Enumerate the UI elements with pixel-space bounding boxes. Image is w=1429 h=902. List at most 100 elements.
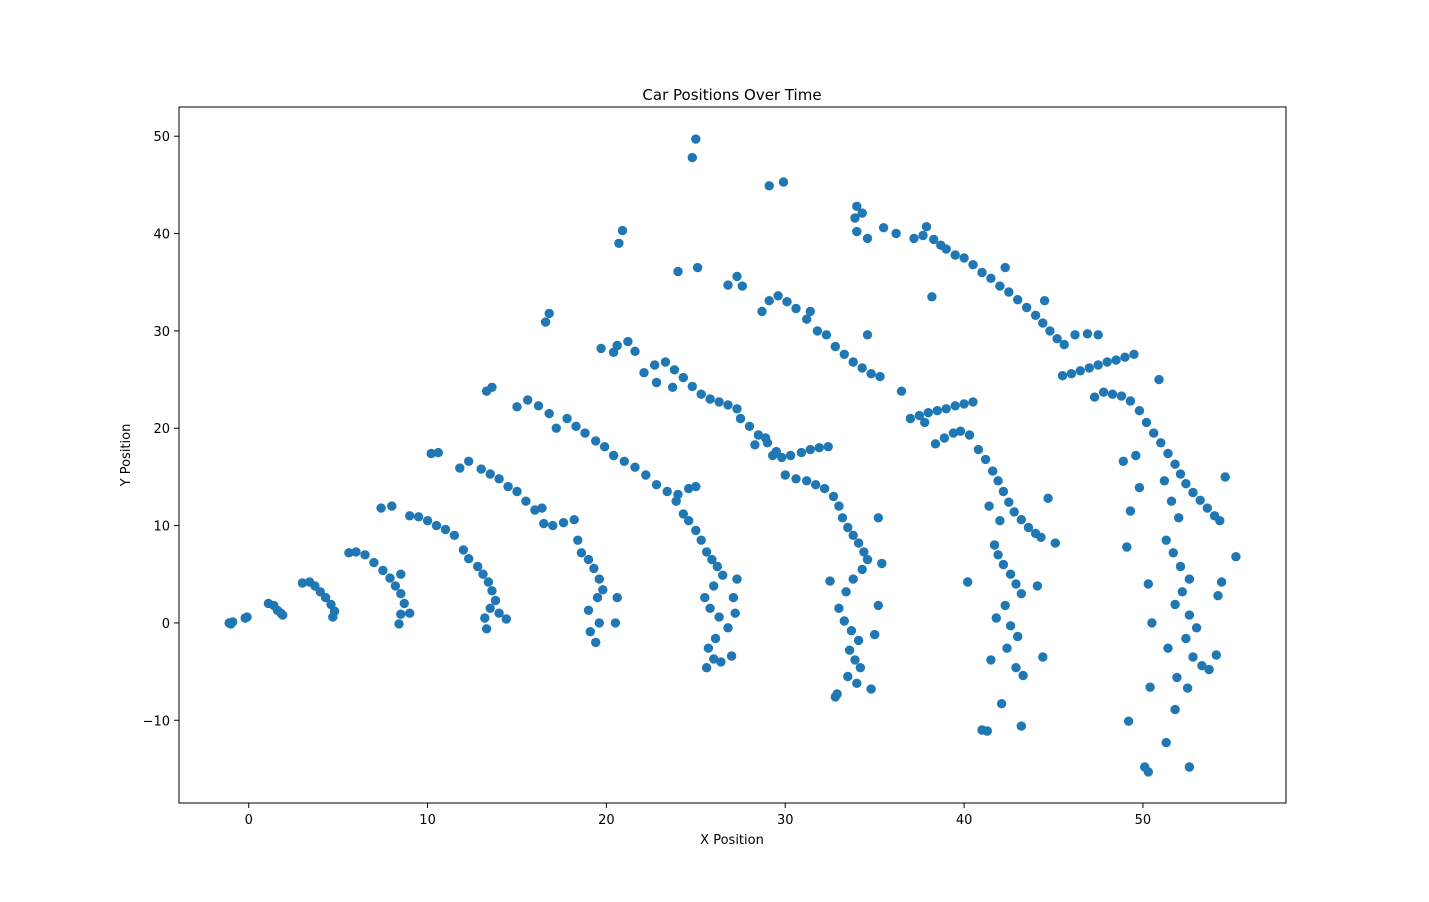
- data-point: [608, 450, 619, 461]
- data-point: [1107, 389, 1118, 399]
- data-point: [242, 612, 252, 622]
- data-point: [932, 406, 942, 416]
- data-point: [619, 456, 629, 466]
- data-point: [1005, 621, 1016, 631]
- data-point: [630, 462, 640, 472]
- data-point: [730, 608, 740, 618]
- data-point: [995, 281, 1005, 291]
- data-point: [696, 535, 706, 545]
- data-point: [449, 530, 460, 540]
- data-point: [480, 613, 490, 623]
- data-point: [530, 505, 540, 515]
- data-point: [1170, 599, 1180, 610]
- data-point: [841, 587, 851, 597]
- data-point: [1195, 495, 1205, 505]
- data-point: [544, 308, 554, 319]
- y-tick-label: −10: [143, 714, 170, 729]
- data-point: [669, 365, 680, 375]
- y-tick-label: 40: [153, 228, 170, 243]
- data-point: [521, 496, 531, 506]
- data-point: [995, 516, 1005, 526]
- data-point: [857, 564, 867, 575]
- data-point: [544, 408, 554, 419]
- data-point: [583, 554, 594, 565]
- data-point: [844, 645, 855, 655]
- data-point: [1231, 552, 1241, 562]
- data-point: [617, 225, 628, 236]
- data-point: [1147, 618, 1157, 628]
- data-point: [667, 382, 678, 392]
- data-point: [473, 561, 483, 572]
- data-point: [1084, 363, 1095, 373]
- data-point: [433, 447, 443, 458]
- data-point: [494, 608, 504, 618]
- data-point: [977, 267, 987, 278]
- data-point: [483, 577, 494, 587]
- data-point: [891, 228, 901, 239]
- data-point: [589, 563, 599, 574]
- data-point: [1182, 683, 1193, 693]
- data-point: [853, 635, 864, 646]
- data-point: [1016, 515, 1026, 525]
- x-tick-label: 20: [598, 813, 615, 828]
- data-point: [732, 271, 742, 282]
- data-point: [837, 513, 848, 523]
- data-point: [1011, 579, 1021, 589]
- data-point: [923, 408, 933, 418]
- data-point: [344, 548, 354, 558]
- data-point: [1216, 577, 1227, 587]
- data-point: [778, 177, 789, 187]
- data-point: [1030, 310, 1041, 320]
- data-point: [594, 574, 604, 584]
- data-point: [1125, 506, 1136, 516]
- data-point: [598, 585, 608, 595]
- data-point: [825, 576, 835, 586]
- data-point: [1188, 652, 1198, 662]
- data-point: [573, 535, 583, 545]
- data-point: [1000, 262, 1010, 273]
- data-point: [1016, 589, 1026, 599]
- chart-title: Car Positions Over Time: [642, 86, 821, 104]
- data-point: [639, 368, 649, 378]
- data-point: [805, 444, 815, 455]
- data-point: [988, 466, 998, 476]
- data-point: [551, 423, 561, 433]
- data-point: [691, 134, 701, 144]
- data-point: [857, 208, 867, 218]
- data-point: [1131, 450, 1141, 461]
- data-point: [853, 538, 864, 548]
- data-point: [870, 629, 880, 640]
- data-point: [1170, 459, 1180, 469]
- data-point: [512, 486, 522, 497]
- data-point: [1043, 493, 1053, 503]
- data-point: [1045, 326, 1055, 336]
- data-point: [701, 663, 712, 673]
- data-point: [440, 524, 451, 535]
- x-axis-label: X Position: [700, 833, 764, 848]
- data-point: [1093, 360, 1103, 370]
- data-point: [1011, 663, 1021, 673]
- data-point: [490, 595, 501, 606]
- data-point: [875, 371, 885, 382]
- data-point: [843, 522, 853, 533]
- data-point: [930, 439, 941, 449]
- data-point: [986, 273, 996, 283]
- data-point: [1145, 682, 1155, 692]
- data-point: [1122, 542, 1132, 552]
- data-point: [968, 397, 978, 407]
- data-point: [1004, 287, 1014, 297]
- data-point: [993, 550, 1003, 560]
- data-point: [691, 525, 701, 536]
- plot-area-frame: [178, 106, 1287, 804]
- data-point: [998, 559, 1009, 570]
- data-point: [558, 518, 569, 528]
- data-point: [812, 326, 823, 336]
- data-point: [678, 372, 688, 383]
- data-point: [612, 340, 622, 351]
- data-point: [701, 547, 712, 557]
- data-point: [777, 452, 787, 463]
- y-tick-label: 50: [153, 130, 170, 145]
- data-point: [1111, 355, 1121, 365]
- data-point: [723, 623, 733, 633]
